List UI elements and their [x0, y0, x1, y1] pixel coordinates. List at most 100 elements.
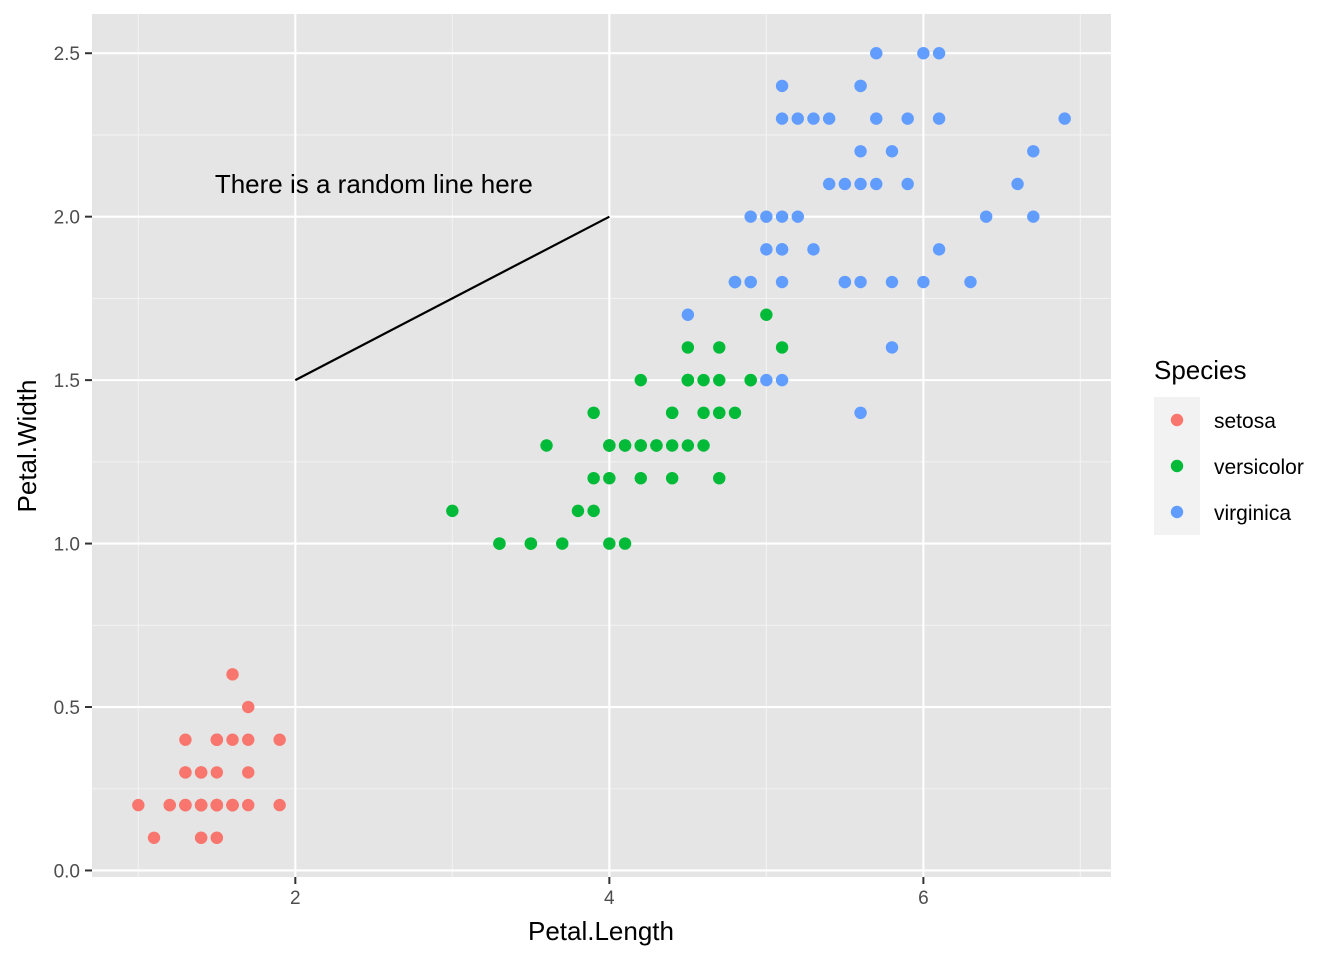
point-virginica [822, 112, 836, 125]
point-virginica [917, 275, 930, 289]
point-setosa [147, 831, 161, 844]
point-virginica [870, 47, 883, 60]
legend-title: Species [1154, 355, 1247, 385]
point-versicolor [603, 471, 616, 485]
point-setosa [179, 798, 192, 812]
y-tick-label: 1.5 [54, 371, 80, 392]
point-virginica [681, 308, 695, 321]
y-tick-label: 1.0 [54, 535, 80, 556]
point-virginica [728, 275, 742, 289]
point-setosa [242, 766, 255, 779]
legend-key-setosa [1170, 413, 1184, 427]
point-setosa [226, 668, 239, 681]
point-virginica [964, 275, 977, 289]
point-versicolor [697, 406, 710, 420]
points-layer [132, 47, 1071, 844]
point-virginica [932, 47, 946, 60]
point-versicolor [744, 373, 757, 387]
point-versicolor [665, 406, 679, 420]
point-virginica [870, 112, 883, 125]
point-versicolor [446, 504, 459, 518]
point-versicolor [728, 406, 742, 420]
y-axis: 0.0 0.5 1.0 1.5 2.0 2.5 [54, 44, 92, 882]
point-virginica [885, 341, 899, 354]
point-virginica [760, 243, 773, 256]
legend-entries: setosa versicolor virginica [1170, 410, 1304, 525]
point-virginica [775, 79, 789, 93]
y-tick-label: 0.0 [54, 861, 80, 882]
x-tick-label: 4 [604, 888, 615, 909]
point-virginica [854, 275, 867, 289]
point-virginica [854, 79, 867, 93]
point-virginica [885, 145, 899, 158]
point-versicolor [587, 471, 600, 485]
point-virginica [1027, 210, 1040, 223]
point-versicolor [665, 439, 679, 452]
point-virginica [917, 47, 930, 60]
point-virginica [838, 177, 852, 191]
point-virginica [838, 275, 852, 289]
point-virginica [775, 275, 789, 289]
point-virginica [822, 177, 836, 191]
point-versicolor [775, 341, 789, 354]
point-setosa [242, 798, 255, 812]
point-virginica [744, 275, 757, 289]
point-setosa [210, 733, 224, 746]
legend-label-versicolor: versicolor [1214, 456, 1304, 479]
y-tick-label: 0.5 [54, 698, 80, 719]
point-virginica [901, 177, 914, 191]
legend-label-setosa: setosa [1214, 410, 1276, 433]
point-virginica [807, 112, 820, 125]
point-setosa [226, 733, 239, 746]
legend: Species setosa versicolor virginica [1154, 355, 1304, 535]
point-versicolor [571, 504, 585, 518]
point-setosa [226, 798, 239, 812]
point-versicolor [587, 406, 600, 420]
legend-label-virginica: virginica [1214, 502, 1291, 525]
point-virginica [932, 243, 946, 256]
point-setosa [242, 700, 255, 714]
point-virginica [791, 112, 804, 125]
point-virginica [854, 145, 867, 158]
x-tick-label: 2 [290, 888, 301, 909]
point-versicolor [681, 373, 695, 387]
point-setosa [242, 733, 255, 746]
point-versicolor [665, 471, 679, 485]
x-axis: 2 4 6 [290, 877, 929, 909]
point-setosa [210, 831, 224, 844]
x-axis-title: Petal.Length [528, 916, 674, 946]
point-virginica [1027, 145, 1040, 158]
point-versicolor [760, 308, 773, 321]
point-versicolor [618, 537, 632, 550]
point-virginica [775, 243, 789, 256]
point-virginica [1011, 177, 1024, 191]
point-virginica [775, 373, 789, 387]
point-virginica [807, 243, 820, 256]
point-virginica [760, 210, 773, 223]
legend-key-versicolor [1170, 459, 1184, 473]
point-versicolor [556, 537, 569, 550]
annotation-text: There is a random line here [215, 169, 533, 199]
point-versicolor [603, 439, 616, 452]
annotation-layer: There is a random line here [215, 169, 610, 382]
point-versicolor [603, 537, 616, 550]
point-setosa [194, 798, 208, 812]
point-versicolor [524, 537, 538, 550]
point-virginica [979, 210, 993, 223]
plot-panel [92, 14, 1111, 877]
y-axis-title: Petal.Width [12, 380, 42, 513]
point-virginica [932, 112, 946, 125]
point-versicolor [634, 471, 647, 485]
point-virginica [744, 210, 757, 223]
point-versicolor [697, 373, 710, 387]
y-tick-label: 2.5 [54, 44, 80, 65]
point-setosa [273, 733, 286, 746]
grid-major [92, 14, 1111, 877]
point-setosa [163, 798, 176, 812]
point-virginica [854, 406, 867, 420]
point-virginica [854, 177, 867, 191]
point-virginica [885, 275, 899, 289]
point-versicolor [697, 439, 710, 452]
point-setosa [179, 733, 192, 746]
